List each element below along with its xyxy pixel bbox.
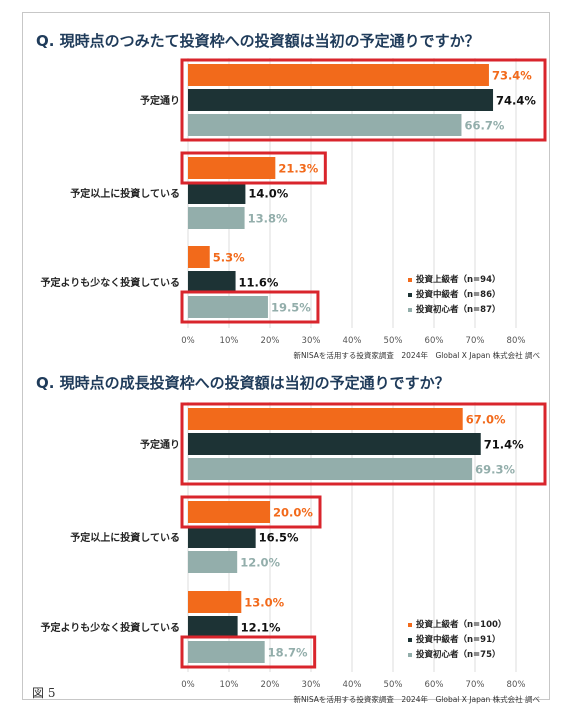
data-label: 12.0% (240, 556, 280, 570)
bar (188, 526, 256, 548)
bar (188, 408, 463, 430)
x-tick-label: 50% (384, 680, 403, 690)
legend-swatch (408, 638, 412, 642)
data-label: 74.4% (496, 94, 536, 108)
bar (188, 157, 276, 179)
bar (188, 207, 245, 229)
source-note: 新NISAを活用する投資家調査 2024年 Global X Japan 株式会… (294, 694, 541, 704)
data-label: 11.6% (239, 276, 279, 290)
bar (188, 246, 210, 268)
highlight-box (180, 151, 327, 185)
bar (188, 64, 489, 86)
bar (188, 616, 238, 638)
category-label: 予定通り (140, 438, 180, 451)
data-label: 66.7% (464, 119, 504, 133)
category-label: 予定通り (140, 94, 180, 107)
x-tick-label: 50% (384, 336, 403, 346)
legend-label: 投資中級者（n=86） (416, 289, 501, 300)
category-label: 予定よりも少なく投資している (41, 621, 181, 634)
legend-swatch (408, 308, 412, 312)
bar (188, 591, 242, 613)
legend-label: 投資中級者（n=91） (416, 634, 501, 645)
category-label: 予定よりも少なく投資している (41, 276, 181, 289)
x-tick-label: 10% (220, 336, 239, 346)
x-tick-label: 10% (220, 680, 239, 690)
highlight-box (180, 290, 320, 324)
bar (188, 458, 473, 480)
data-label: 67.0% (466, 413, 506, 427)
bar (188, 114, 462, 136)
x-tick-label: 20% (261, 680, 280, 690)
x-tick-label: 70% (466, 680, 485, 690)
legend-label: 投資上級者（n=100） (416, 619, 506, 630)
bar (188, 271, 236, 293)
bar (188, 501, 270, 523)
bar (188, 182, 246, 204)
highlight-box (180, 58, 547, 142)
legend-swatch (408, 623, 412, 627)
x-tick-label: 80% (507, 336, 526, 346)
legend-swatch (408, 278, 412, 282)
data-label: 18.7% (268, 646, 308, 660)
x-tick-label: 20% (261, 336, 280, 346)
bar (188, 296, 268, 318)
legend-swatch (408, 653, 412, 657)
source-note: 新NISAを活用する投資家調査 2024年 Global X Japan 株式会… (294, 350, 541, 360)
legend-label: 投資初心者（n=75） (416, 649, 501, 660)
data-label: 12.1% (241, 621, 281, 635)
x-tick-label: 60% (425, 336, 444, 346)
x-tick-label: 0% (181, 336, 195, 346)
figure-label: 図 5 (32, 686, 56, 700)
bar (188, 433, 481, 455)
data-label: 5.3% (213, 251, 245, 265)
chart-title: Q. 現時点の成長投資枠への投資額は当初の予定通りですか？ (36, 374, 450, 392)
data-label: 21.3% (278, 162, 318, 176)
legend-swatch (408, 293, 412, 297)
bar (188, 89, 494, 111)
category-label: 予定以上に投資している (70, 187, 180, 200)
highlight-box (180, 635, 317, 669)
x-tick-label: 70% (466, 336, 485, 346)
data-label: 19.5% (271, 301, 311, 315)
legend-label: 投資初心者（n=87） (416, 304, 501, 315)
x-tick-label: 0% (181, 680, 195, 690)
data-label: 71.4% (484, 438, 524, 452)
x-tick-label: 30% (302, 680, 321, 690)
highlight-box (180, 402, 547, 486)
x-tick-label: 40% (343, 336, 362, 346)
x-tick-label: 40% (343, 680, 362, 690)
data-label: 13.0% (244, 596, 284, 610)
x-tick-label: 30% (302, 336, 321, 346)
category-label: 予定以上に投資している (70, 531, 180, 544)
data-label: 69.3% (475, 463, 515, 477)
data-label: 13.8% (248, 212, 288, 226)
legend-label: 投資上級者（n=94） (416, 274, 501, 285)
data-label: 73.4% (492, 69, 532, 83)
x-tick-label: 80% (507, 680, 526, 690)
chart-title: Q. 現時点のつみたて投資枠への投資額は当初の予定通りですか？ (36, 32, 480, 50)
data-label: 14.0% (248, 187, 288, 201)
data-label: 20.0% (273, 506, 313, 520)
highlight-box (180, 495, 322, 529)
data-label: 16.5% (259, 531, 299, 545)
x-tick-label: 60% (425, 680, 444, 690)
bar (188, 551, 238, 573)
bar (188, 641, 265, 663)
